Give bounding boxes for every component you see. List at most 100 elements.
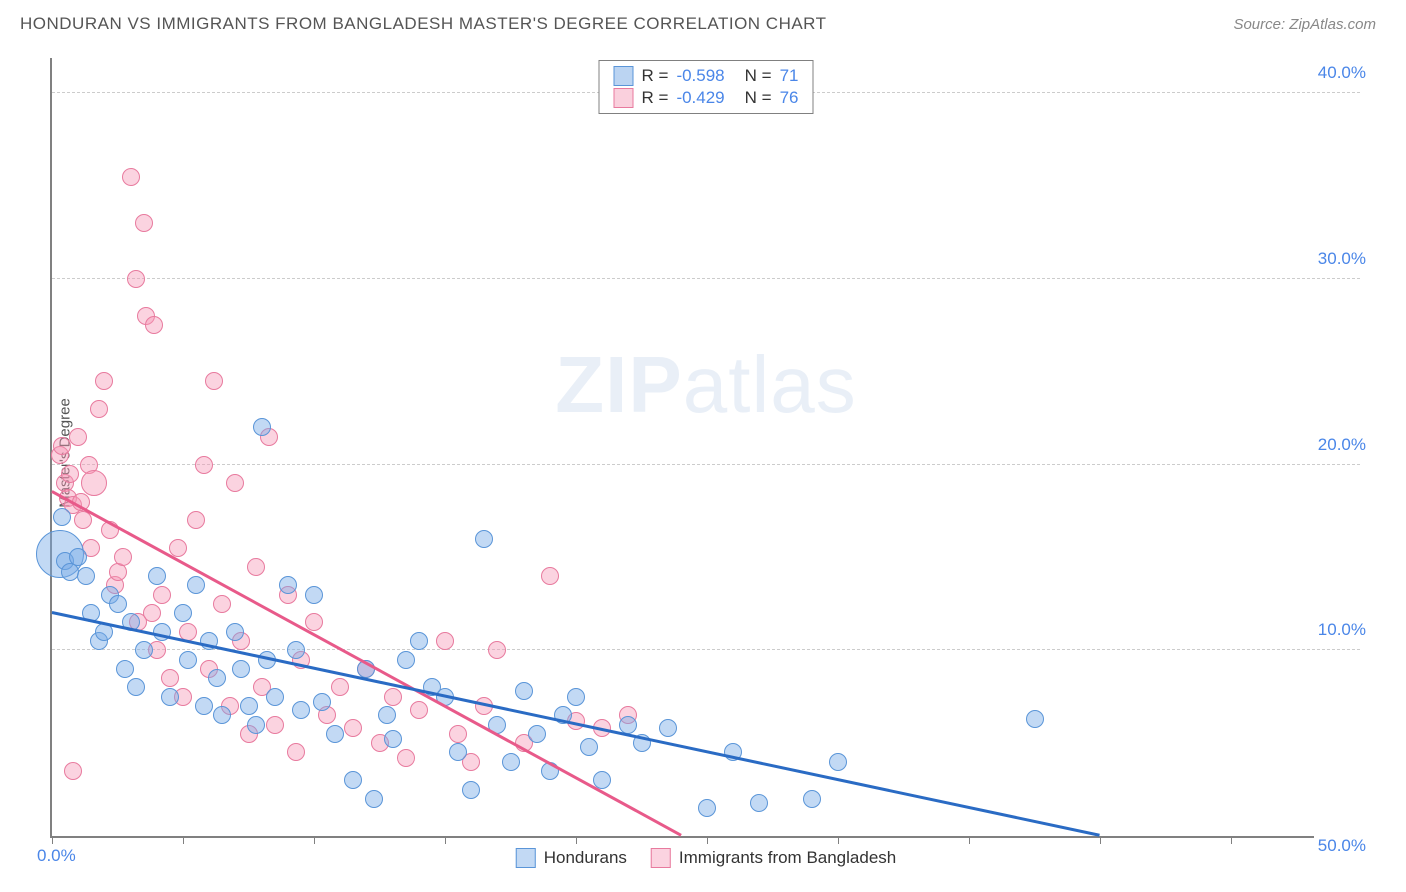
data-point bbox=[148, 567, 166, 585]
data-point bbox=[69, 548, 87, 566]
stats-r-value: -0.598 bbox=[676, 66, 724, 86]
data-point bbox=[515, 682, 533, 700]
data-point bbox=[64, 762, 82, 780]
x-tick bbox=[576, 836, 577, 844]
stats-r-label: R = bbox=[642, 88, 669, 108]
data-point bbox=[659, 719, 677, 737]
data-point bbox=[240, 697, 258, 715]
x-tick bbox=[314, 836, 315, 844]
data-point bbox=[502, 753, 520, 771]
data-point bbox=[69, 428, 87, 446]
watermark: ZIPatlas bbox=[555, 339, 856, 431]
data-point bbox=[226, 623, 244, 641]
data-point bbox=[174, 604, 192, 622]
chart-header: HONDURAN VS IMMIGRANTS FROM BANGLADESH M… bbox=[0, 0, 1406, 44]
data-point bbox=[61, 465, 79, 483]
x-tick bbox=[838, 836, 839, 844]
x-tick bbox=[183, 836, 184, 844]
y-tick-label: 20.0% bbox=[1314, 435, 1370, 455]
data-point bbox=[187, 576, 205, 594]
x-axis-start-label: 0.0% bbox=[37, 846, 76, 866]
data-point bbox=[397, 749, 415, 767]
data-point bbox=[305, 586, 323, 604]
data-point bbox=[365, 790, 383, 808]
stats-n-value: 71 bbox=[780, 66, 799, 86]
data-point bbox=[135, 214, 153, 232]
gridline bbox=[52, 464, 1360, 465]
data-point bbox=[114, 548, 132, 566]
y-tick-label: 30.0% bbox=[1314, 249, 1370, 269]
data-point bbox=[567, 688, 585, 706]
data-point bbox=[161, 669, 179, 687]
stats-swatch-icon bbox=[614, 88, 634, 108]
data-point bbox=[397, 651, 415, 669]
data-point bbox=[109, 595, 127, 613]
stats-row: R = -0.429N = 76 bbox=[614, 87, 799, 109]
trend-line bbox=[52, 611, 1101, 836]
data-point bbox=[213, 595, 231, 613]
data-point bbox=[53, 508, 71, 526]
data-point bbox=[279, 576, 297, 594]
data-point bbox=[410, 701, 428, 719]
data-point bbox=[195, 697, 213, 715]
x-tick bbox=[445, 836, 446, 844]
data-point bbox=[213, 706, 231, 724]
data-point bbox=[287, 641, 305, 659]
data-point bbox=[287, 743, 305, 761]
x-axis-end-label: 50.0% bbox=[1314, 836, 1370, 856]
data-point bbox=[384, 730, 402, 748]
data-point bbox=[232, 660, 250, 678]
data-point bbox=[344, 719, 362, 737]
data-point bbox=[122, 168, 140, 186]
gridline bbox=[52, 278, 1360, 279]
legend-swatch-icon bbox=[516, 848, 536, 868]
data-point bbox=[344, 771, 362, 789]
data-point bbox=[247, 558, 265, 576]
data-point bbox=[205, 372, 223, 390]
data-point bbox=[95, 372, 113, 390]
data-point bbox=[179, 651, 197, 669]
data-point bbox=[449, 725, 467, 743]
y-tick-label: 40.0% bbox=[1314, 63, 1370, 83]
data-point bbox=[619, 716, 637, 734]
data-point bbox=[127, 678, 145, 696]
chart-title: HONDURAN VS IMMIGRANTS FROM BANGLADESH M… bbox=[20, 14, 827, 34]
data-point bbox=[449, 743, 467, 761]
x-tick bbox=[1231, 836, 1232, 844]
x-tick bbox=[707, 836, 708, 844]
data-point bbox=[580, 738, 598, 756]
data-point bbox=[247, 716, 265, 734]
data-point bbox=[253, 418, 271, 436]
y-tick-label: 10.0% bbox=[1314, 620, 1370, 640]
data-point bbox=[127, 270, 145, 288]
data-point bbox=[153, 586, 171, 604]
legend-label: Hondurans bbox=[544, 848, 627, 868]
data-point bbox=[74, 511, 92, 529]
stats-swatch-icon bbox=[614, 66, 634, 86]
data-point bbox=[410, 632, 428, 650]
data-point bbox=[90, 400, 108, 418]
data-point bbox=[77, 567, 95, 585]
legend-label: Immigrants from Bangladesh bbox=[679, 848, 896, 868]
stats-n-label: N = bbox=[745, 66, 772, 86]
data-point bbox=[829, 753, 847, 771]
stats-n-value: 76 bbox=[780, 88, 799, 108]
chart-container: Master's Degree ZIPatlas R = -0.598N = 7… bbox=[50, 58, 1380, 848]
stats-r-label: R = bbox=[642, 66, 669, 86]
data-point bbox=[384, 688, 402, 706]
stats-n-label: N = bbox=[745, 88, 772, 108]
data-point bbox=[326, 725, 344, 743]
data-point bbox=[313, 693, 331, 711]
data-point bbox=[436, 632, 454, 650]
legend-swatch-icon bbox=[651, 848, 671, 868]
data-point bbox=[475, 530, 493, 548]
data-point bbox=[143, 604, 161, 622]
data-point bbox=[145, 316, 163, 334]
x-tick bbox=[1100, 836, 1101, 844]
data-point bbox=[208, 669, 226, 687]
data-point bbox=[81, 470, 107, 496]
trend-line bbox=[51, 490, 681, 836]
x-tick bbox=[52, 836, 53, 844]
gridline bbox=[52, 649, 1360, 650]
data-point bbox=[488, 641, 506, 659]
